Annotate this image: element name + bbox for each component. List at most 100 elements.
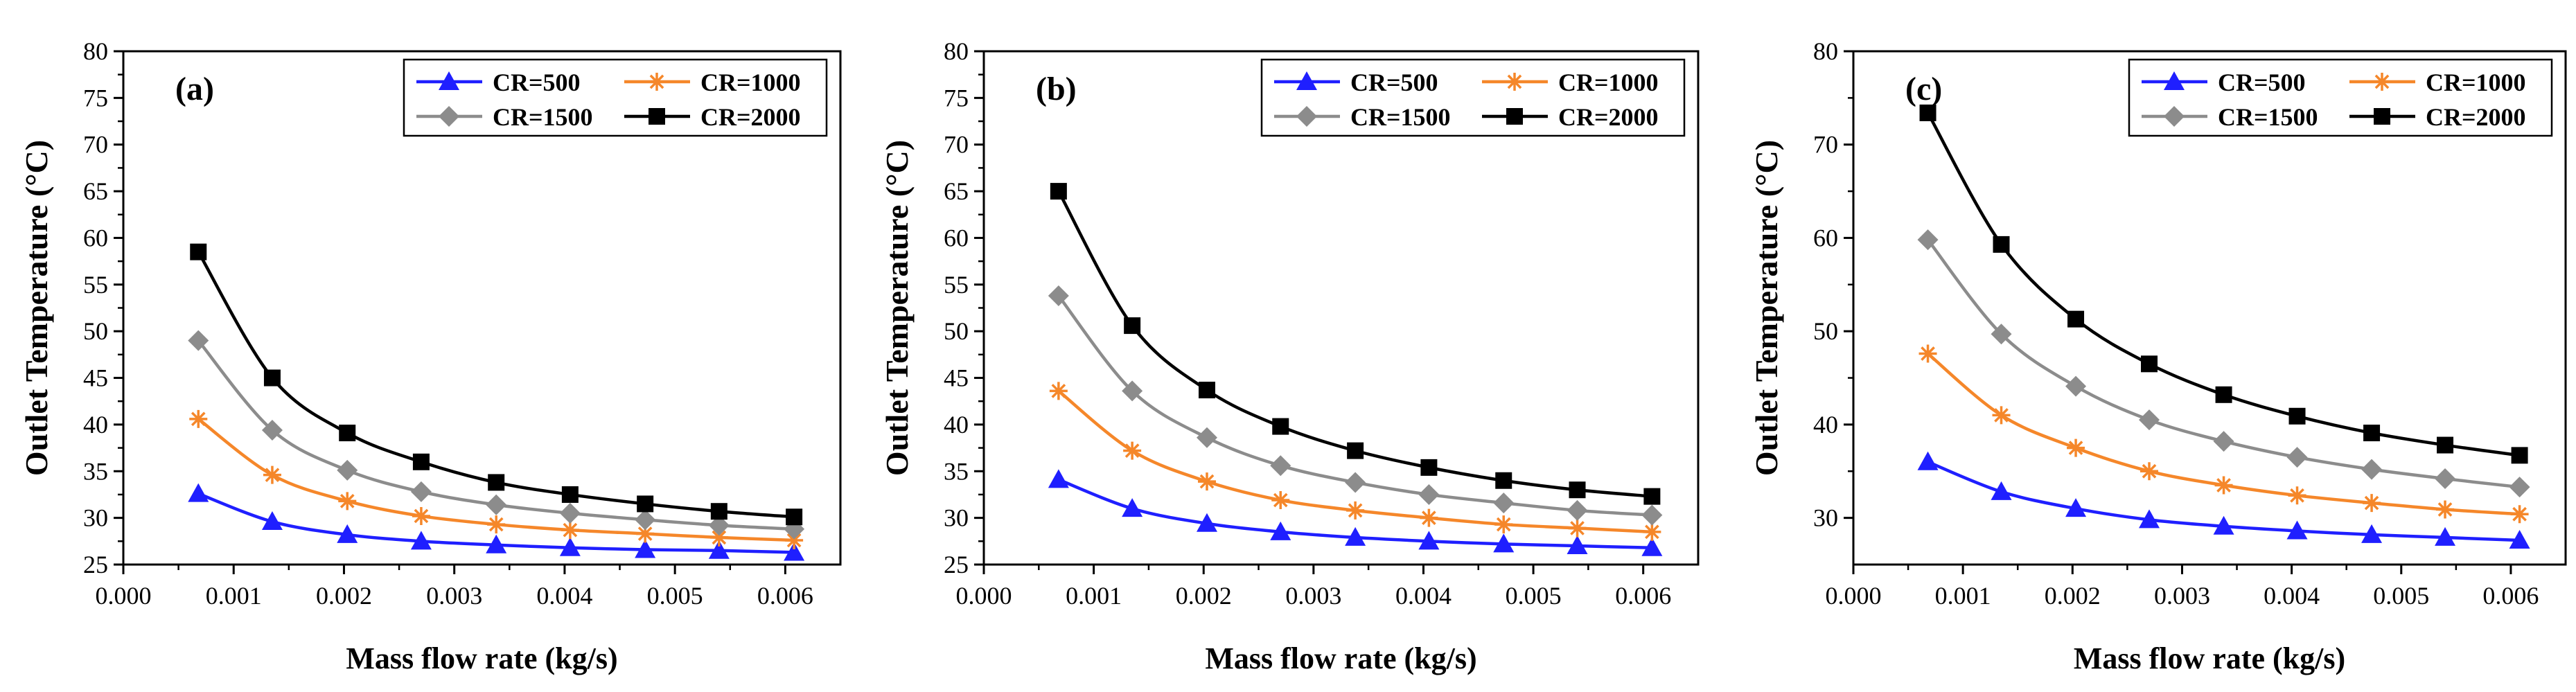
legend-box bbox=[1260, 58, 1686, 137]
y-tick-label: 40 bbox=[83, 411, 108, 438]
y-tick-label: 75 bbox=[83, 84, 108, 112]
panel-label: (c) bbox=[1905, 71, 1942, 107]
data-point bbox=[1050, 183, 1067, 200]
data-point bbox=[337, 459, 358, 481]
data-point bbox=[2286, 520, 2308, 540]
data-point bbox=[189, 409, 208, 428]
panel-label: (a) bbox=[175, 71, 214, 107]
data-point bbox=[2510, 505, 2529, 524]
legend: CR=500 CR=1000 CR=1500 CR=2000 bbox=[1260, 58, 1686, 137]
y-tick-label: 75 bbox=[944, 84, 969, 112]
x-tick-label: 0.003 bbox=[1285, 582, 1341, 610]
x-tick-label: 0.006 bbox=[1615, 582, 1671, 610]
data-point bbox=[1991, 481, 2012, 500]
data-point bbox=[1272, 418, 1289, 435]
data-point bbox=[1418, 531, 1440, 550]
data-point bbox=[487, 515, 506, 534]
legend-box bbox=[2128, 58, 2553, 137]
data-point bbox=[486, 494, 507, 515]
legend-marker bbox=[648, 73, 666, 91]
data-point bbox=[2435, 526, 2456, 546]
data-point bbox=[1346, 501, 1365, 520]
legend-marker bbox=[1296, 106, 1317, 127]
data-point bbox=[561, 521, 579, 540]
y-tick-label: 70 bbox=[1813, 131, 1838, 159]
data-point bbox=[1567, 535, 1588, 555]
data-point bbox=[786, 508, 803, 526]
y-tick-label: 65 bbox=[83, 177, 108, 205]
legend-marker bbox=[1506, 108, 1523, 125]
panel-label: (b) bbox=[1036, 71, 1077, 107]
chart-panel-2: 0.000 0.001 0.002 0.003 0.004 0.005 0.006 25 30 3… bbox=[879, 37, 1700, 675]
y-tick-label: 80 bbox=[83, 37, 108, 65]
y-tick-label: 30 bbox=[83, 504, 108, 532]
y-tick-label: 45 bbox=[83, 364, 108, 392]
data-point bbox=[263, 465, 281, 484]
legend-label: CR=2000 bbox=[1558, 103, 1659, 131]
data-point bbox=[190, 243, 207, 260]
y-tick-label: 60 bbox=[944, 224, 969, 251]
data-point bbox=[2067, 438, 2085, 457]
y-tick-label: 65 bbox=[944, 177, 969, 205]
y-tick-label: 80 bbox=[944, 37, 969, 65]
x-tick-label: 0.002 bbox=[2045, 582, 2101, 610]
legend-label: CR=500 bbox=[1350, 69, 1438, 96]
y-tick-label: 50 bbox=[83, 317, 108, 345]
data-point bbox=[2288, 407, 2306, 425]
y-axis-title: Outlet Temperature (°C) bbox=[19, 140, 54, 476]
legend-marker bbox=[2374, 108, 2390, 125]
data-point bbox=[1643, 488, 1661, 505]
legend-marker bbox=[439, 106, 459, 127]
data-point bbox=[2363, 494, 2381, 513]
x-tick-label: 0.002 bbox=[316, 582, 372, 610]
y-tick-label: 60 bbox=[83, 224, 108, 251]
y-tick-label: 55 bbox=[944, 271, 969, 299]
data-point bbox=[1991, 323, 2012, 345]
y-tick-label: 40 bbox=[944, 411, 969, 438]
x-tick-label: 0.000 bbox=[96, 582, 152, 610]
legend-marker bbox=[1296, 71, 1317, 90]
data-point bbox=[2213, 431, 2234, 452]
data-point bbox=[410, 481, 432, 502]
chart-panel-1: 0.000 0.001 0.002 0.003 0.004 0.005 0.006 25 30 3… bbox=[19, 37, 842, 675]
data-point bbox=[784, 542, 805, 561]
x-tick-label: 0.003 bbox=[426, 582, 482, 610]
y-tick-label: 40 bbox=[1813, 411, 1838, 438]
data-point bbox=[559, 502, 581, 524]
y-tick-label: 30 bbox=[1813, 504, 1838, 532]
data-point bbox=[412, 506, 430, 525]
y-tick-label: 35 bbox=[944, 457, 969, 485]
legend-label: CR=500 bbox=[493, 69, 581, 96]
data-point bbox=[635, 539, 656, 558]
data-point bbox=[2436, 500, 2455, 519]
plot-frame bbox=[1852, 50, 2567, 566]
x-tick-label: 0.006 bbox=[757, 582, 813, 610]
data-point bbox=[188, 330, 209, 351]
y-tick-label: 60 bbox=[1813, 224, 1838, 251]
data-point bbox=[1992, 406, 2011, 425]
data-point bbox=[636, 524, 655, 543]
x-tick-label: 0.006 bbox=[2482, 582, 2539, 610]
x-tick-label: 0.002 bbox=[1176, 582, 1232, 610]
x-tick-label: 0.005 bbox=[647, 582, 703, 610]
data-point bbox=[338, 492, 357, 511]
data-point bbox=[709, 528, 728, 547]
data-point bbox=[1270, 521, 1291, 540]
data-point bbox=[1494, 515, 1513, 534]
data-point bbox=[2139, 409, 2160, 431]
data-point bbox=[2361, 524, 2383, 543]
data-point bbox=[1917, 451, 1939, 470]
data-point bbox=[1568, 519, 1587, 538]
x-tick-label: 0.001 bbox=[1066, 582, 1122, 610]
data-point bbox=[2139, 509, 2160, 529]
y-tick-label: 80 bbox=[1813, 37, 1838, 65]
data-point bbox=[1122, 380, 1143, 402]
data-point bbox=[1345, 526, 1366, 546]
data-point bbox=[2215, 386, 2232, 403]
data-point bbox=[263, 369, 281, 387]
chart-panel-3: 0.000 0.001 0.002 0.003 0.004 0.005 0.006 30 40 5… bbox=[1749, 37, 2567, 675]
data-point bbox=[2067, 310, 2085, 328]
data-point bbox=[1918, 344, 1937, 363]
data-point bbox=[1495, 472, 1512, 489]
y-tick-label: 30 bbox=[944, 504, 969, 532]
